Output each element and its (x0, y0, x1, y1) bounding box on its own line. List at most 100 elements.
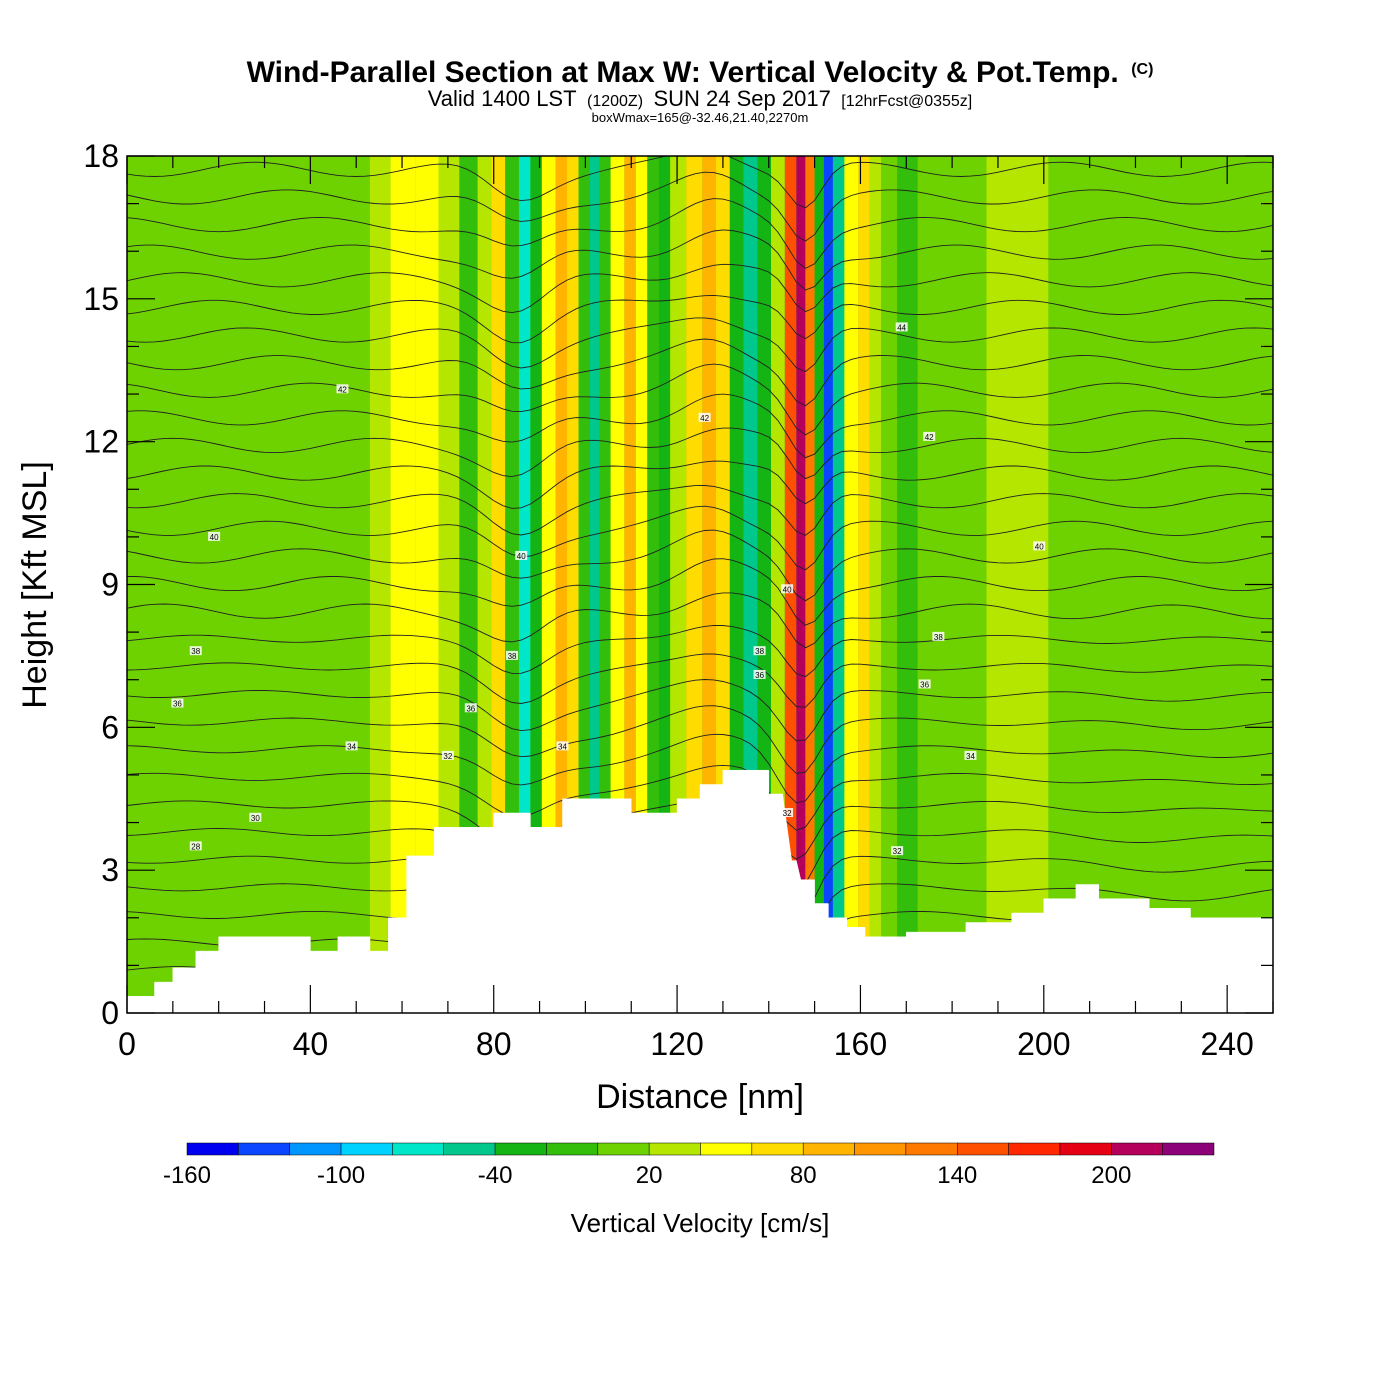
x-tick-label: 240 (1200, 1026, 1253, 1062)
pot-temp-label-bg (208, 531, 221, 541)
pot-temp-contour-line (127, 705, 1273, 774)
colorbar-swatch (597, 1142, 650, 1156)
pot-temp-contour-line (127, 229, 1273, 291)
pot-temp-label-bg (249, 812, 262, 822)
colorbar-swatch (751, 1142, 804, 1156)
colorbar-swatch (546, 1142, 599, 1156)
velocity-band (491, 156, 506, 1013)
velocity-band (844, 156, 859, 1013)
colorbar-swatch (854, 1142, 907, 1156)
colorbar-swatch (1008, 1142, 1061, 1156)
colorbar-swatch (648, 1142, 701, 1156)
pot-temp-label: 28 (189, 841, 202, 851)
velocity-band (578, 156, 590, 1013)
colorbar-swatch (443, 1142, 496, 1156)
copyright-mark: (C) (1131, 61, 1153, 78)
velocity-band (518, 156, 531, 1013)
colorbar (186, 1142, 1215, 1156)
pot-temp-label-text: 38 (508, 652, 517, 661)
y-tick-label: 12 (83, 424, 119, 460)
pot-temp-label-text: 44 (897, 323, 906, 332)
velocity-band (814, 156, 824, 1013)
colorbar-swatch (238, 1142, 290, 1156)
pot-temp-contour-line (127, 317, 1273, 373)
pot-temp-label-text: 32 (893, 847, 902, 856)
velocity-band (438, 156, 460, 1013)
velocity-band (624, 156, 636, 1013)
pot-temp-label-bg (918, 679, 931, 689)
pot-temp-label: 32 (891, 846, 904, 856)
colorbar-swatch (289, 1142, 342, 1156)
pot-temp-label-text: 30 (251, 814, 260, 823)
terrain-mask (127, 769, 1273, 1013)
velocity-band (505, 156, 519, 1013)
forecast-label: [12hrFcst@0355z] (841, 93, 972, 110)
pot-temp-label-bg (171, 698, 184, 708)
pot-temp-label-bg (753, 646, 766, 656)
pot-temp-label-bg (964, 750, 977, 760)
y-tick-label: 3 (101, 852, 119, 888)
pot-temp-contour-line (127, 294, 1273, 344)
x-tick-label: 80 (476, 1026, 512, 1062)
pot-temp-label-text: 40 (783, 585, 792, 594)
plot-area: 28 30 34 36 38 40 42 32 36 38 40 34 42 36 38 40 32 44 42 40… (127, 156, 1273, 1013)
title-line: Wind-Parallel Section at Max W: Vertical… (247, 56, 1154, 89)
pot-temp-label-text: 34 (347, 742, 356, 751)
pot-temp-label-bg (753, 669, 766, 679)
pot-temp-label-text: 32 (443, 752, 452, 761)
pot-temp-label: 30 (249, 812, 262, 823)
velocity-band (530, 156, 542, 1013)
velocity-band (635, 156, 648, 1013)
colorbar-swatch (957, 1142, 1009, 1156)
velocity-band (1048, 156, 1141, 1013)
valid-time-line: Valid 1400 LST (1200Z) SUN 24 Sep 2017 [… (428, 86, 973, 111)
pot-temp-label-text: 36 (173, 700, 182, 709)
velocity-band (897, 156, 918, 1013)
y-tick-label: 18 (83, 138, 119, 174)
pot-temp-label-text: 42 (925, 433, 934, 442)
pot-temp-contour-line (127, 156, 1273, 209)
velocity-band (541, 156, 556, 1013)
pot-temp-label: 36 (753, 669, 766, 680)
valid-prefix: Valid 1400 LST (428, 86, 577, 111)
pot-temp-label-bg (189, 841, 202, 851)
pot-temp-label: 32 (441, 750, 454, 761)
velocity-band (823, 156, 833, 1013)
velocity-band (869, 156, 882, 1013)
colorbar-tick-label: 20 (636, 1162, 663, 1189)
x-tick-label: 0 (118, 1026, 136, 1062)
pot-temp-label-text: 36 (755, 671, 764, 680)
velocity-band (369, 156, 391, 1013)
pot-temp-label: 36 (171, 698, 184, 709)
pot-temp-label: 42 (698, 412, 711, 423)
pot-temp-contour-line (127, 338, 1273, 407)
pot-temp-label-text: 38 (755, 647, 764, 656)
pot-temp-labels: 28 30 34 36 38 40 42 32 36 38 40 34 42 36 38 40 32 44 42 40… (171, 322, 1046, 856)
pot-temp-label-bg (556, 741, 569, 751)
pot-temp-label: 40 (781, 584, 794, 594)
pot-temp-label: 38 (506, 650, 519, 661)
pot-temp-contour-line (127, 427, 1273, 480)
colorbar-title: Vertical Velocity [cm/s] (571, 1208, 830, 1238)
y-tick-labels: 0 3 6 9 12 15 18 (83, 138, 119, 1031)
velocity-band (567, 156, 579, 1013)
y-tick-label: 6 (101, 709, 119, 745)
pot-temp-contour-line (127, 263, 1273, 314)
pot-temp-contour-line (127, 733, 1273, 804)
colorbar-swatch (340, 1142, 393, 1156)
pot-temp-label: 40 (515, 550, 528, 561)
colorbar-swatch (186, 1142, 239, 1156)
pot-temp-contour-line (127, 198, 1273, 269)
velocity-band (986, 156, 1049, 1013)
pot-temp-label-text: 42 (700, 414, 709, 423)
pot-temp-label-bg (781, 584, 794, 594)
pot-temp-label-text: 28 (191, 842, 200, 851)
velocity-band (589, 156, 600, 1013)
colorbar-tick-labels: -160 -100 -40 20 80 140 200 (163, 1162, 1131, 1189)
colorbar-tick-label: -40 (478, 1162, 513, 1189)
colorbar-tick-label: -160 (163, 1162, 211, 1189)
pot-temp-label: 44 (895, 322, 908, 332)
pot-temp-label: 34 (964, 750, 977, 761)
x-tick-label: 160 (834, 1026, 887, 1062)
